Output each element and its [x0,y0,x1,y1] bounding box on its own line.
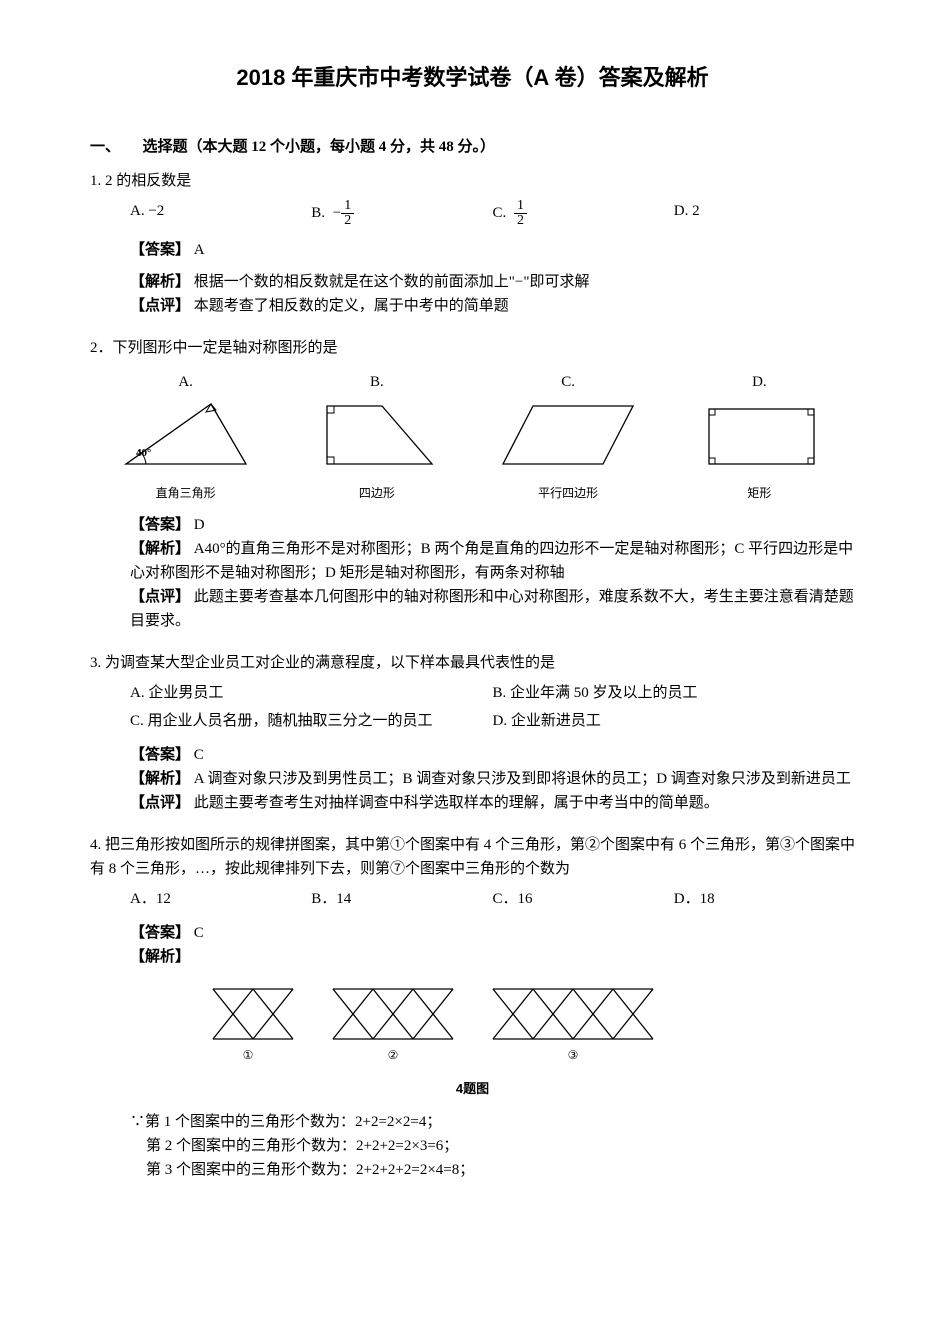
q4-opt-d: D．18 [674,887,855,911]
analysis-text: A 调查对象只涉及到男性员工；B 调查对象只涉及到即将退休的员工；D 调查对象只… [194,771,851,787]
triangle-icon: 40° [116,394,256,474]
analysis-label: 【解析】 [130,541,190,557]
answer-label: 【答案】 [130,242,190,258]
shape-label-c: 平行四边形 [473,484,664,503]
q4-line0: ∵第 1 个图案中的三角形个数为：2+2=2×2=4； [130,1110,855,1134]
q4-caption: 4题图 [90,1079,855,1100]
q3-answer-block: 【答案】 C 【解析】 A 调查对象只涉及到男性员工；B 调查对象只涉及到即将退… [130,743,855,815]
q1-answer-block: 【答案】 A 【解析】 根据一个数的相反数就是在这个数的前面添加上"−"即可求解… [130,238,855,318]
q4-pattern-figure: ① ② [90,979,855,1069]
answer-label: 【答案】 [130,925,190,941]
comment-label: 【点评】 [130,795,190,811]
answer-label: 【答案】 [130,747,190,763]
q3-stem: 3. 为调查某大型企业员工对企业的满意程度，以下样本最具代表性的是 [90,651,855,675]
q1-opt-d: D. 2 [674,199,855,228]
opt-label: A. [130,203,145,219]
analysis-label: 【解析】 [130,771,190,787]
question-1: 1. 2 的相反数是 A. −2 B. −12 C. 12 D. 2 【答案】 … [90,169,855,318]
q1-stem: 1. 2 的相反数是 [90,169,855,193]
q4-stem: 4. 把三角形按如图所示的规律拼图案，其中第①个图案中有 4 个三角形，第②个图… [90,833,855,881]
q2-stem: 2．下列图形中一定是轴对称图形的是 [90,336,855,360]
comment-text: 本题考查了相反数的定义，属于中考中的简单题 [194,298,509,314]
q4-line1: 第 2 个图案中的三角形个数为：2+2+2=2×3=6； [146,1134,855,1158]
section-header: 一、 选择题（本大题 12 个小题，每小题 4 分，共 48 分。） [90,135,855,159]
svg-text:40°: 40° [136,447,151,459]
q4-options: A．12 B．14 C．16 D．18 [130,887,855,911]
q2-shape-a: A. 40° [90,370,281,478]
q2-shape-labels: 直角三角形 四边形 平行四边形 矩形 [90,484,855,503]
q3-opt-a: A. 企业男员工 [130,681,493,705]
question-4: 4. 把三角形按如图所示的规律拼图案，其中第①个图案中有 4 个三角形，第②个图… [90,833,855,1182]
q3-opt-b: B. 企业年满 50 岁及以上的员工 [493,681,856,705]
opt-value: 2 [692,203,700,219]
shape-label-b: 四边形 [281,484,472,503]
q4-opt-c: C．16 [493,887,674,911]
question-2: 2．下列图形中一定是轴对称图形的是 A. 40° B. C. [90,336,855,633]
q4-answer-block: 【答案】 C 【解析】 [130,921,855,969]
q2-shape-d: D. [664,370,855,478]
opt-value: −2 [148,203,164,219]
answer-value: C [194,747,204,763]
q2-answer-block: 【答案】 D 【解析】 A40°的直角三角形不是对称图形；B 两个角是直角的四边… [130,513,855,633]
shape-letter: A. [90,370,281,394]
shape-letter: B. [281,370,472,394]
q1-options: A. −2 B. −12 C. 12 D. 2 [130,199,855,228]
shape-label-a: 直角三角形 [90,484,281,503]
comment-label: 【点评】 [130,298,190,314]
shape-label-d: 矩形 [664,484,855,503]
answer-value: D [194,517,205,533]
comment-text: 此题主要考查考生对抽样调查中科学选取样本的理解，属于中考当中的简单题。 [194,795,719,811]
q4-opt-b: B．14 [311,887,492,911]
pattern-icon: ① ② [193,979,753,1069]
page-title: 2018 年重庆市中考数学试卷（A 卷）答案及解析 [90,60,855,95]
answer-label: 【答案】 [130,517,190,533]
q2-shape-b: B. [281,370,472,478]
q4-opt-a: A．12 [130,887,311,911]
q4-line2: 第 3 个图案中的三角形个数为：2+2+2+2=2×4=8； [146,1158,855,1182]
shape-letter: D. [664,370,855,394]
answer-value: A [194,242,205,258]
q1-opt-c: C. 12 [493,199,674,228]
q1-opt-b: B. −12 [311,199,492,228]
analysis-label: 【解析】 [130,274,190,290]
q1-opt-a: A. −2 [130,199,311,228]
q2-shapes: A. 40° B. C. D. [90,370,855,478]
opt-label: B. [311,205,325,221]
q3-opt-c: C. 用企业人员名册，随机抽取三分之一的员工 [130,709,493,733]
opt-label: D. [674,203,689,219]
comment-label: 【点评】 [130,589,190,605]
shape-letter: C. [473,370,664,394]
analysis-text: 根据一个数的相反数就是在这个数的前面添加上"−"即可求解 [194,274,590,290]
q3-options: A. 企业男员工 B. 企业年满 50 岁及以上的员工 C. 用企业人员名册，随… [130,681,855,737]
comment-text: 此题主要考查基本几何图形中的轴对称图形和中心对称图形，难度系数不大，考生主要注意… [130,589,854,629]
svg-text:②: ② [387,1048,398,1062]
analysis-label: 【解析】 [130,949,190,965]
rectangle-icon [694,394,824,474]
quad-icon [312,394,442,474]
svg-text:①: ① [242,1048,253,1062]
parallelogram-icon [493,394,643,474]
answer-value: C [194,925,204,941]
q2-shape-c: C. [473,370,664,478]
opt-label: C. [493,205,507,221]
analysis-text: A40°的直角三角形不是对称图形；B 两个角是直角的四边形不一定是轴对称图形；C… [130,541,853,581]
q3-opt-d: D. 企业新进员工 [493,709,856,733]
svg-text:③: ③ [567,1048,578,1062]
question-3: 3. 为调查某大型企业员工对企业的满意程度，以下样本最具代表性的是 A. 企业男… [90,651,855,815]
